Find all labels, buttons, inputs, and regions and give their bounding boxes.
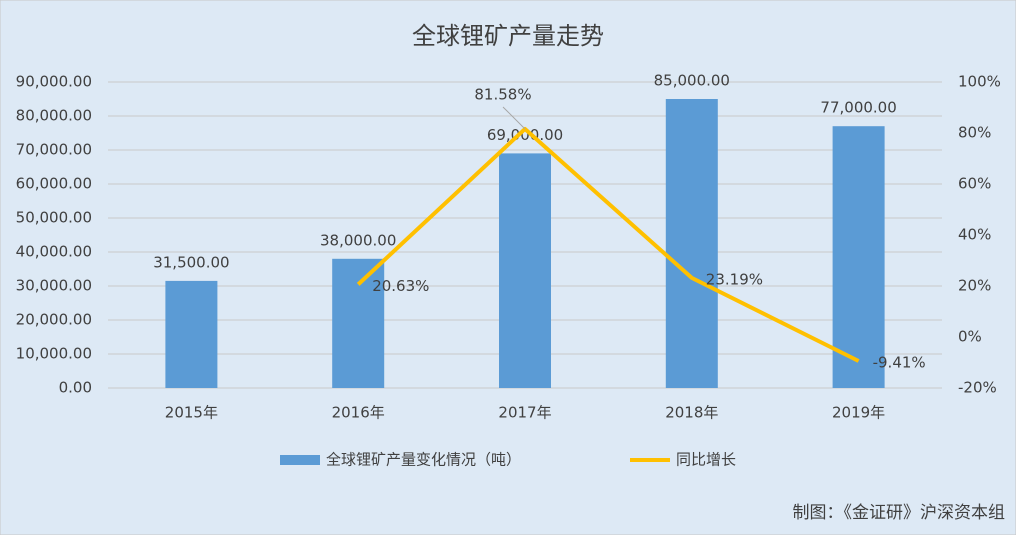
y2-tick-label: 100% <box>958 73 1001 91</box>
bar-value-label: 69,000.00 <box>487 126 563 144</box>
bar-value-label: 85,000.00 <box>654 72 730 90</box>
bar <box>165 280 218 388</box>
line <box>356 126 860 363</box>
x-tick-label: 2017年 <box>498 404 551 422</box>
chart-title: 全球锂矿产量走势 <box>412 22 604 50</box>
y-tick-label: 10,000.00 <box>16 345 92 363</box>
y-tick-label: 60,000.00 <box>16 175 92 193</box>
bar <box>332 258 385 388</box>
bar <box>832 126 885 388</box>
bar <box>665 99 718 388</box>
y-tick-label: 0.00 <box>59 379 92 397</box>
y2-tick-label: 0% <box>958 328 982 346</box>
y2-tick-label: 80% <box>958 124 991 142</box>
x-tick-label: 2016年 <box>332 404 385 422</box>
x-tick-label: 2019年 <box>832 404 885 422</box>
legend-label: 全球锂矿产量变化情况（吨） <box>326 451 521 469</box>
y-tick-label: 20,000.00 <box>16 311 92 329</box>
line-value-label: -9.41% <box>873 353 926 371</box>
y2-tick-label: 40% <box>958 226 991 244</box>
y-tick-label: 90,000.00 <box>16 73 92 91</box>
line-value-label: 20.63% <box>372 277 429 295</box>
y2-tick-label: 60% <box>958 175 991 193</box>
bar-value-label: 38,000.00 <box>320 231 396 249</box>
x-tick-label: 2015年 <box>165 404 218 422</box>
y-tick-label: 40,000.00 <box>16 243 92 261</box>
bar-value-label: 77,000.00 <box>820 99 896 117</box>
y-tick-label: 80,000.00 <box>16 107 92 125</box>
legend-swatch <box>280 455 320 465</box>
legend-label: 同比增长 <box>676 451 736 469</box>
line-value-label: 23.19% <box>706 270 763 288</box>
bar-value-label: 31,500.00 <box>153 253 229 271</box>
annotation: 制图：《金证研》沪深资本组 <box>793 503 1006 523</box>
y2-tick-label: 20% <box>958 277 991 295</box>
y-tick-label: 50,000.00 <box>16 209 92 227</box>
leader-line <box>502 106 526 130</box>
x-tick-label: 2018年 <box>665 404 718 422</box>
y-tick-label: 70,000.00 <box>16 141 92 159</box>
y-tick-label: 30,000.00 <box>16 277 92 295</box>
bar <box>499 153 551 388</box>
y2-tick-label: -20% <box>958 379 997 397</box>
line-value-label: 81.58% <box>474 85 531 103</box>
